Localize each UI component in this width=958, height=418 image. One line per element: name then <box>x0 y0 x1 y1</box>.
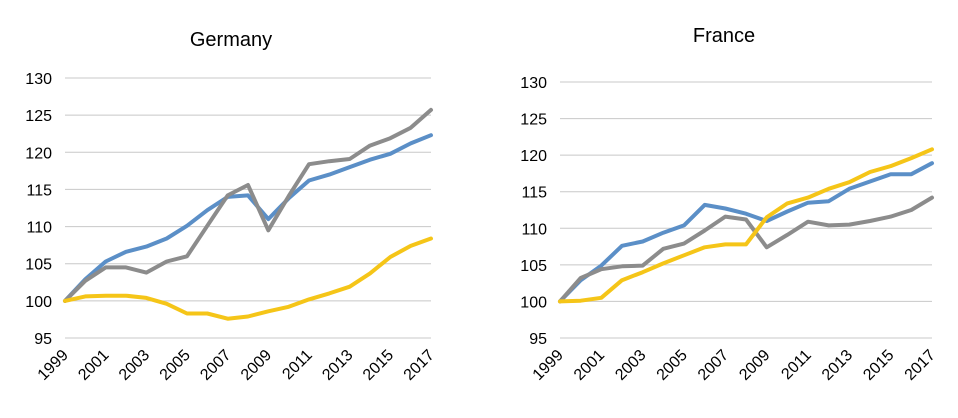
x-tick-label: 2001 <box>75 347 112 384</box>
y-tick-label: 110 <box>26 220 52 237</box>
y-tick-label: 130 <box>25 71 52 88</box>
x-tick-label: 2017 <box>902 347 939 384</box>
chart-title-france: France <box>693 25 755 47</box>
x-tick-label: 2005 <box>654 347 691 384</box>
x-tick-label: 2015 <box>860 347 897 384</box>
x-tick-label: 2009 <box>238 347 275 384</box>
y-tick-label: 115 <box>26 182 52 199</box>
x-tick-label: 2011 <box>778 347 814 383</box>
germany-gray-series-line <box>63 107 433 303</box>
x-tick-label: 2005 <box>157 347 194 384</box>
x-tick-label: 2013 <box>819 347 856 384</box>
y-tick-label: 105 <box>520 258 547 275</box>
y-tick-label: 120 <box>520 148 547 165</box>
x-tick-label: 2007 <box>197 347 234 384</box>
y-tick-label: 125 <box>520 112 547 129</box>
x-tick-label: 2007 <box>695 347 732 384</box>
y-tick-label: 95 <box>529 331 547 348</box>
y-tick-label: 120 <box>25 145 52 162</box>
x-tick-label: 2003 <box>612 347 649 384</box>
y-tick-label: 130 <box>520 75 547 92</box>
x-tick-label: 1999 <box>35 347 72 384</box>
france-blue-series-line <box>558 161 934 304</box>
y-tick-label: 105 <box>25 257 52 274</box>
y-tick-label: 95 <box>34 331 52 348</box>
x-tick-label: 2011 <box>279 347 315 383</box>
germany-blue-series-line <box>63 133 433 303</box>
x-tick-label: 2009 <box>736 347 773 384</box>
x-tick-label: 1999 <box>530 347 567 384</box>
germany-yellow-series-line <box>63 236 433 321</box>
y-tick-label: 115 <box>521 185 547 202</box>
x-tick-label: 2015 <box>360 347 397 384</box>
y-tick-label: 100 <box>520 294 547 311</box>
x-tick-label: 2017 <box>401 347 438 384</box>
y-tick-label: 100 <box>25 294 52 311</box>
france-yellow-series-line <box>558 147 934 304</box>
y-tick-label: 110 <box>521 221 547 238</box>
x-tick-label: 2001 <box>571 347 608 384</box>
x-tick-label: 2013 <box>319 347 356 384</box>
y-tick-label: 125 <box>25 108 52 125</box>
x-tick-label: 2003 <box>116 347 153 384</box>
chart-title-germany: Germany <box>190 29 272 51</box>
france-gray-series-line <box>558 195 934 304</box>
